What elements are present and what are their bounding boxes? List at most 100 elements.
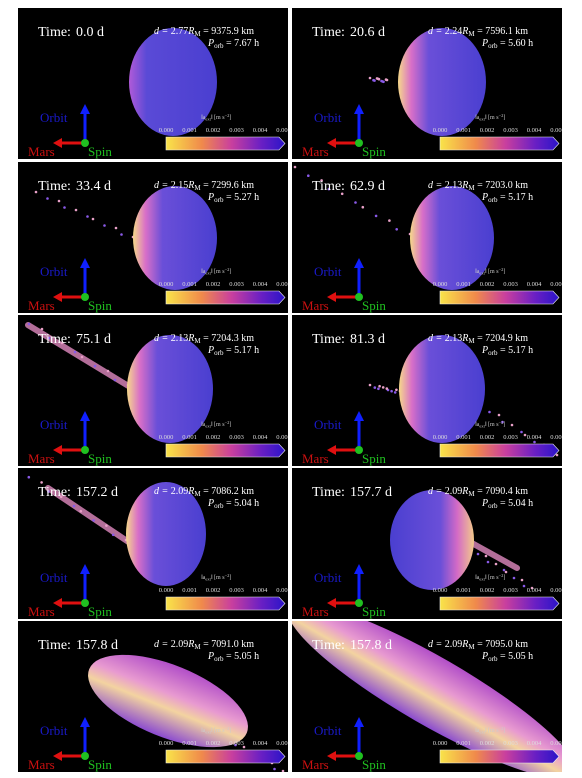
mars-label: Mars [28,144,55,159]
distance-ratio: 2.09 [445,639,463,650]
spin-label: Spin [362,604,386,619]
time-word: Time: [312,179,345,194]
radius-subscript: M [468,184,475,192]
colorbar-tick-label: 0.003 [503,127,518,134]
colorbar-tick-label: 0.003 [503,281,518,288]
mars-label: Mars [302,451,329,466]
colorbar-tick-label: 0.005 [550,281,562,288]
orbit-arrowhead [80,104,90,114]
debris-particle [114,226,118,230]
colorbar [165,596,286,611]
radius-symbol: R [187,180,194,191]
debris-particle [234,743,237,747]
debris-tail [25,322,133,390]
colorbar-label: ‖aext‖ [m s−2] [201,420,231,429]
debris-particle [74,208,78,212]
mars-arrowhead [327,751,336,761]
distance-ratio: 2.13 [445,333,463,344]
spin-label: Spin [88,144,112,159]
period-label: Porb = 5.04 h [481,498,533,510]
time-label: Time: 33.4 d [38,179,111,194]
period-value: 5.27 h [234,192,259,203]
distance-symbol: d = [154,180,171,191]
period-symbol: P [481,345,488,356]
radius-subscript: M [194,337,201,345]
debris-particle [72,504,76,508]
distance-ratio: 2.09 [445,486,463,497]
distance-ratio: 2.77 [171,26,189,37]
colorbar-label-part: ‖ [m s [485,728,499,734]
distance-label: d = 2.09RM = 7086.2 km [154,486,254,498]
radius-symbol: R [187,486,194,497]
time-word: Time: [312,638,345,653]
distance-symbol: d = [428,180,445,191]
colorbar-label-part: ‖a [475,269,480,275]
colorbar-label-part: ext [205,577,211,582]
debris-particle [27,475,31,479]
time-word: Time: [38,485,71,500]
colorbar-tick-label: 0.003 [503,740,518,747]
debris-particle [501,420,504,424]
orbit-arrowhead [354,258,364,268]
colorbar-label: ‖aext‖ [m s−2] [475,113,505,122]
colorbar-tick-label: 0.001 [456,740,471,747]
radius-symbol: R [187,639,194,650]
colorbar-label-part: −2 [499,113,504,118]
radius-subscript: M [194,643,201,651]
colorbar-tick-label: 0.005 [276,434,288,441]
radius-symbol: R [461,26,468,37]
colorbar-tick-label: 0.003 [229,740,244,747]
colorbar-label-part: ‖ [m s [211,575,225,581]
debris-particle [520,578,524,582]
colorbar-label-part: ‖a [201,115,206,121]
colorbar-label-part: ‖ [m s [485,115,499,121]
colorbar-tick-label: 0.003 [503,587,518,594]
equals: = [497,498,508,509]
mars-arrowhead [53,598,62,608]
body-blob [398,28,486,136]
orbit-label: Orbit [314,570,342,585]
equals: = [201,639,212,650]
colorbar-label-part: ‖a [201,728,206,734]
equals: = [223,498,234,509]
distance-label: d = 2.09RM = 7095.0 km [428,639,528,651]
radius-symbol: R [461,180,468,191]
debris-particle [327,187,331,191]
period-subscript: orb [214,42,224,50]
colorbar-label-part: ext [479,424,485,429]
spin-label: Spin [88,604,112,619]
period-value: 5.17 h [508,345,533,356]
colorbar-label: ‖aext‖ [m s−2] [475,267,505,276]
colorbar-label-part: ext [479,117,485,122]
colorbar-tick-label: 0.005 [276,587,288,594]
period-value: 5.17 h [508,192,533,203]
spin-label: Spin [362,144,386,159]
radius-subscript: M [468,337,475,345]
colorbar-tick-label: 0.002 [480,281,495,288]
colorbar-tick-label: 0.002 [206,740,221,747]
debris-particle [92,519,95,522]
colorbar-label-part: −2 [499,420,504,425]
colorbar-tick-label: 0.004 [527,434,542,441]
colorbar-label-part: ‖a [201,269,206,275]
colorbar-label: ‖aext‖ [m s−2] [201,726,231,735]
spin-dot [81,599,89,607]
debris-particle [502,568,506,572]
colorbar-label-part: −2 [225,267,230,272]
debris-particle [47,336,51,340]
equals: = [223,38,234,49]
debris-particle [382,80,385,84]
debris-particle [57,199,61,203]
distance-symbol: d = [154,333,171,344]
debris-particle [60,341,64,345]
colorbar-tick-label: 0.005 [276,740,288,747]
colorbar-tick-label: 0.005 [550,587,562,594]
colorbar-tick-label: 0.005 [276,127,288,134]
distance-label: d = 2.09RM = 7090.4 km [428,486,528,498]
body-blob [390,490,474,590]
period-label: Porb = 5.05 h [207,651,259,663]
equals: = [497,345,508,356]
distance-ratio: 2.09 [171,639,189,650]
period-label: Porb = 5.17 h [207,345,259,357]
